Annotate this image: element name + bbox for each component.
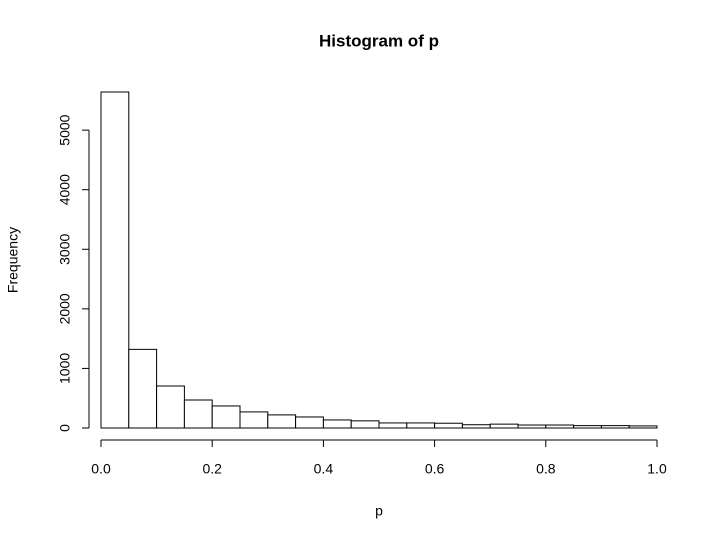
y-tick-label: 4000 bbox=[57, 174, 73, 205]
x-tick-label: 0.4 bbox=[314, 461, 334, 477]
x-axis-label: p bbox=[375, 503, 383, 519]
bar bbox=[434, 422, 463, 429]
x-tick-label: 0.6 bbox=[425, 461, 445, 477]
bar bbox=[183, 399, 213, 429]
bar bbox=[295, 416, 324, 429]
bar bbox=[545, 424, 575, 429]
bar bbox=[100, 91, 130, 429]
bar bbox=[461, 424, 491, 429]
x-tick-label: 0.0 bbox=[91, 461, 111, 477]
y-tick-label: 3000 bbox=[57, 233, 73, 264]
bar bbox=[322, 419, 352, 429]
y-tick-label: 0 bbox=[57, 424, 73, 432]
x-tick-label: 0.2 bbox=[202, 461, 222, 477]
chart-title: Histogram of p bbox=[319, 31, 439, 50]
x-tick-label: 0.8 bbox=[536, 461, 556, 477]
bar bbox=[517, 424, 547, 429]
bar bbox=[211, 405, 241, 429]
bar bbox=[489, 423, 519, 429]
y-axis-label: Frequency bbox=[5, 227, 21, 293]
y-tick-label: 5000 bbox=[57, 114, 73, 145]
bar bbox=[267, 414, 297, 429]
bar bbox=[378, 422, 408, 429]
y-tick-label: 1000 bbox=[57, 353, 73, 384]
bar bbox=[573, 425, 602, 429]
bar bbox=[239, 411, 269, 429]
bar bbox=[406, 422, 436, 429]
bar bbox=[600, 425, 630, 429]
bar bbox=[128, 348, 158, 429]
x-tick-label: 1.0 bbox=[647, 461, 667, 477]
bar bbox=[156, 385, 185, 429]
bar bbox=[628, 425, 658, 429]
y-tick-label: 2000 bbox=[57, 293, 73, 324]
bar bbox=[350, 420, 380, 429]
